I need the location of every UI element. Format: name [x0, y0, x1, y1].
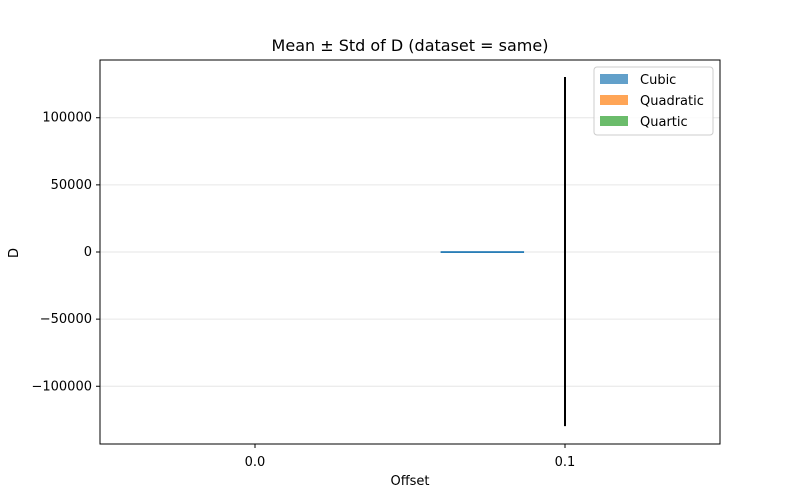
legend-swatch-quadratic [600, 95, 628, 105]
legend-swatch-cubic [600, 74, 628, 84]
legend-swatch-quartic [600, 116, 628, 126]
y-axis-label: D [7, 248, 22, 258]
legend-label-quadratic: Quadratic [640, 94, 704, 109]
x-axis-ticks: 0.0 0.1 [245, 444, 576, 470]
y-tick-label: −50000 [40, 312, 92, 327]
legend-label-cubic: Cubic [640, 73, 676, 88]
x-tick-label: 0.0 [245, 455, 266, 470]
y-tick-label: −100000 [31, 379, 92, 394]
y-tick-label: 0 [84, 245, 92, 260]
bars [440, 251, 525, 253]
x-axis-label: Offset [390, 474, 429, 489]
bar-cubic [440, 251, 525, 253]
legend-items: Cubic Quadratic Quartic [600, 73, 704, 130]
y-tick-label: 50000 [51, 178, 92, 193]
grid [100, 117, 720, 387]
chart-title: Mean ± Std of D (dataset = same) [272, 36, 549, 55]
legend-label-quartic: Quartic [640, 115, 688, 130]
y-axis-ticks: −100000 −50000 0 50000 100000 [31, 111, 100, 394]
y-tick-label: 100000 [42, 111, 92, 126]
x-tick-label: 0.1 [555, 455, 576, 470]
legend: Cubic Quadratic Quartic [593, 66, 714, 136]
